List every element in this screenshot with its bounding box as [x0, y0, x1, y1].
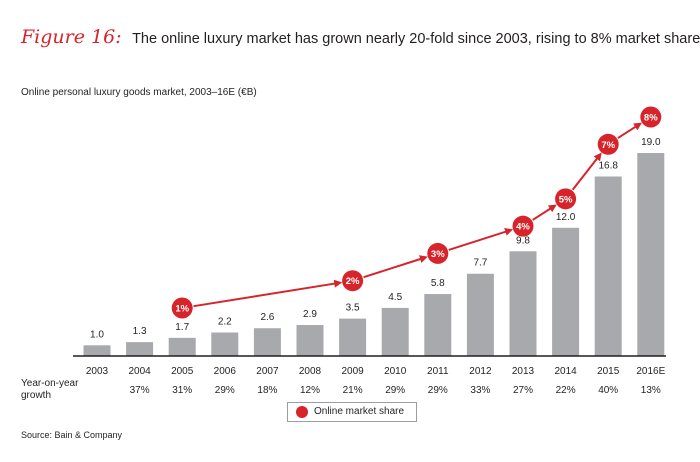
bar-value-label: 7.7	[473, 258, 487, 269]
bar	[253, 328, 281, 356]
share-arrow	[363, 255, 428, 279]
share-label: 4%	[516, 222, 530, 233]
x-tick-label: 2006	[214, 366, 237, 377]
bar-value-label: 5.8	[431, 278, 445, 289]
bar	[552, 227, 580, 356]
share-label: 7%	[601, 140, 615, 151]
bar	[126, 342, 154, 356]
share-label: 2%	[346, 276, 360, 287]
growth-label: 22%	[556, 385, 576, 396]
legend-label: Online market share	[314, 406, 405, 417]
legend-marker-icon	[296, 406, 308, 418]
figure-title-row: Figure 16: The online luxury market has …	[21, 26, 700, 48]
x-tick-label: 2012	[469, 366, 492, 377]
bar	[83, 345, 111, 356]
x-tick-label: 2004	[128, 366, 151, 377]
growth-label: 37%	[130, 385, 150, 396]
bar-value-label: 2.2	[218, 316, 232, 327]
chart-subtitle: Online personal luxury goods market, 200…	[21, 87, 257, 98]
x-tick-label: 2014	[554, 366, 577, 377]
share-marker	[427, 242, 449, 264]
bar-value-label: 1.7	[175, 322, 189, 333]
growth-label: 33%	[470, 385, 490, 396]
x-tick-label: 2016E	[636, 366, 665, 377]
share-marker	[597, 133, 619, 155]
growth-label: 27%	[513, 385, 533, 396]
bar	[466, 273, 494, 356]
growth-label: 18%	[257, 385, 277, 396]
bar	[339, 318, 367, 356]
legend: Online market share	[287, 402, 417, 422]
bar	[594, 176, 622, 356]
share-label: 8%	[644, 113, 658, 124]
growth-row-label-cont: growth	[21, 390, 51, 401]
growth-label: 12%	[300, 385, 320, 396]
growth-row-label: Year-on-year	[21, 378, 79, 389]
growth-label: 40%	[598, 385, 618, 396]
share-marker	[512, 215, 534, 237]
share-label: 3%	[431, 249, 445, 260]
x-tick-label: 2005	[171, 366, 194, 377]
bar-value-label: 16.8	[598, 161, 618, 172]
bar	[424, 294, 452, 356]
x-tick-label: 2010	[384, 366, 407, 377]
share-arrow	[448, 227, 514, 251]
share-label: 1%	[175, 304, 189, 315]
share-arrow	[617, 122, 642, 139]
x-tick-label: 2008	[299, 366, 322, 377]
bar-value-label: 3.5	[346, 303, 360, 314]
bar	[381, 307, 409, 356]
share-marker	[342, 270, 364, 292]
share-arrow	[571, 152, 602, 191]
bar-value-label: 2.9	[303, 309, 317, 320]
x-tick-label: 2007	[256, 366, 279, 377]
bar-value-label: 19.0	[641, 137, 661, 148]
x-tick-label: 2009	[341, 366, 364, 377]
share-marker	[555, 188, 577, 210]
bar-value-label: 2.6	[260, 312, 274, 323]
bar-value-label: 1.0	[90, 329, 104, 340]
bar	[637, 153, 665, 356]
x-tick-label: 2003	[86, 366, 109, 377]
growth-label: 29%	[385, 385, 405, 396]
bar-value-label: 4.5	[388, 292, 402, 303]
bar	[211, 332, 239, 356]
share-arrow	[193, 279, 343, 308]
figure-title: The online luxury market has grown nearl…	[132, 31, 700, 47]
share-marker	[640, 106, 662, 128]
share-arrow	[532, 204, 557, 221]
figure-label: Figure 16:	[21, 26, 122, 48]
bar-value-label: 12.0	[556, 212, 576, 223]
x-tick-label: 2011	[427, 366, 449, 377]
share-label: 5%	[559, 194, 573, 205]
source-note: Source: Bain & Company	[21, 430, 123, 440]
growth-label: 29%	[428, 385, 448, 396]
growth-label: 21%	[343, 385, 363, 396]
share-marker	[171, 297, 193, 319]
x-tick-label: 2015	[597, 366, 620, 377]
growth-label: 31%	[172, 385, 192, 396]
bar	[509, 251, 537, 356]
bar	[296, 325, 324, 356]
bar-value-label: 9.8	[516, 235, 530, 246]
bar	[168, 337, 196, 356]
growth-label: 13%	[641, 385, 661, 396]
x-tick-label: 2013	[512, 366, 535, 377]
bar-value-label: 1.3	[133, 326, 147, 337]
growth-label: 29%	[215, 385, 235, 396]
